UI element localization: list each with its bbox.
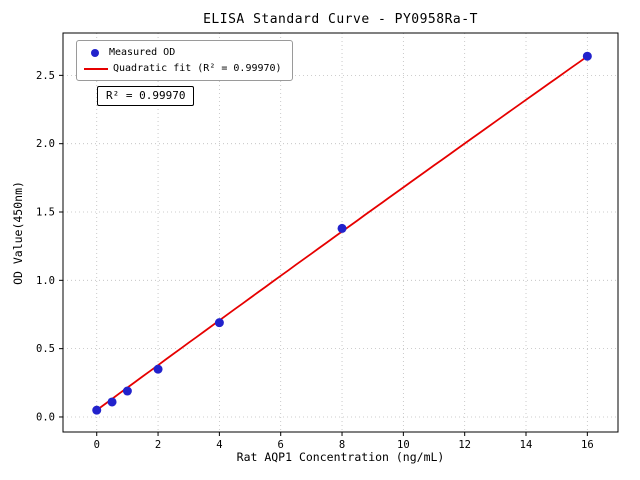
chart-title: ELISA Standard Curve - PY0958Ra-T bbox=[203, 12, 478, 27]
x-tick-label: 10 bbox=[397, 439, 410, 451]
legend-item-quadratic-fit: Quadratic fit (R² = 0.99970) bbox=[83, 63, 282, 74]
measured-od-point bbox=[582, 51, 592, 61]
legend-label-measured-od: Measured OD bbox=[109, 47, 176, 58]
measured-od-point bbox=[214, 318, 224, 328]
r-squared-annotation: R² = 0.99970 bbox=[97, 86, 195, 106]
legend-label-quadratic-fit: Quadratic fit (R² = 0.99970) bbox=[113, 63, 282, 74]
measured-od-point bbox=[153, 364, 163, 374]
y-axis-label-container: OD Value(450nm) bbox=[0, 33, 36, 432]
x-axis-label: Rat AQP1 Concentration (ng/mL) bbox=[236, 450, 445, 464]
x-tick-label: 14 bbox=[520, 439, 533, 451]
x-tick-label: 2 bbox=[155, 439, 161, 451]
legend: Measured OD Quadratic fit (R² = 0.99970) bbox=[76, 40, 293, 81]
measured-od-point bbox=[92, 405, 102, 415]
x-tick-label: 6 bbox=[278, 439, 284, 451]
y-tick-label: 0.0 bbox=[36, 411, 55, 423]
measured-od-point bbox=[337, 223, 347, 233]
y-tick-label: 1.5 bbox=[36, 207, 55, 219]
y-tick-label: 1.0 bbox=[36, 275, 55, 287]
y-tick-label: 2.0 bbox=[36, 138, 55, 150]
x-tick-label: 8 bbox=[339, 439, 345, 451]
x-tick-label: 16 bbox=[581, 439, 594, 451]
measured-od-point bbox=[122, 386, 132, 396]
legend-item-measured-od: Measured OD bbox=[83, 47, 282, 58]
y-tick-label: 0.5 bbox=[36, 343, 55, 355]
x-tick-label: 12 bbox=[458, 439, 471, 451]
measured-od-marker-icon bbox=[91, 48, 99, 57]
x-tick-label: 0 bbox=[94, 439, 100, 451]
x-tick-label: 4 bbox=[216, 439, 222, 451]
fit-line-marker-icon bbox=[84, 67, 108, 70]
measured-od-point bbox=[107, 397, 117, 407]
y-axis-label: OD Value(450nm) bbox=[11, 180, 26, 285]
axes-frame bbox=[62, 32, 619, 433]
y-tick-label: 2.5 bbox=[36, 70, 55, 82]
